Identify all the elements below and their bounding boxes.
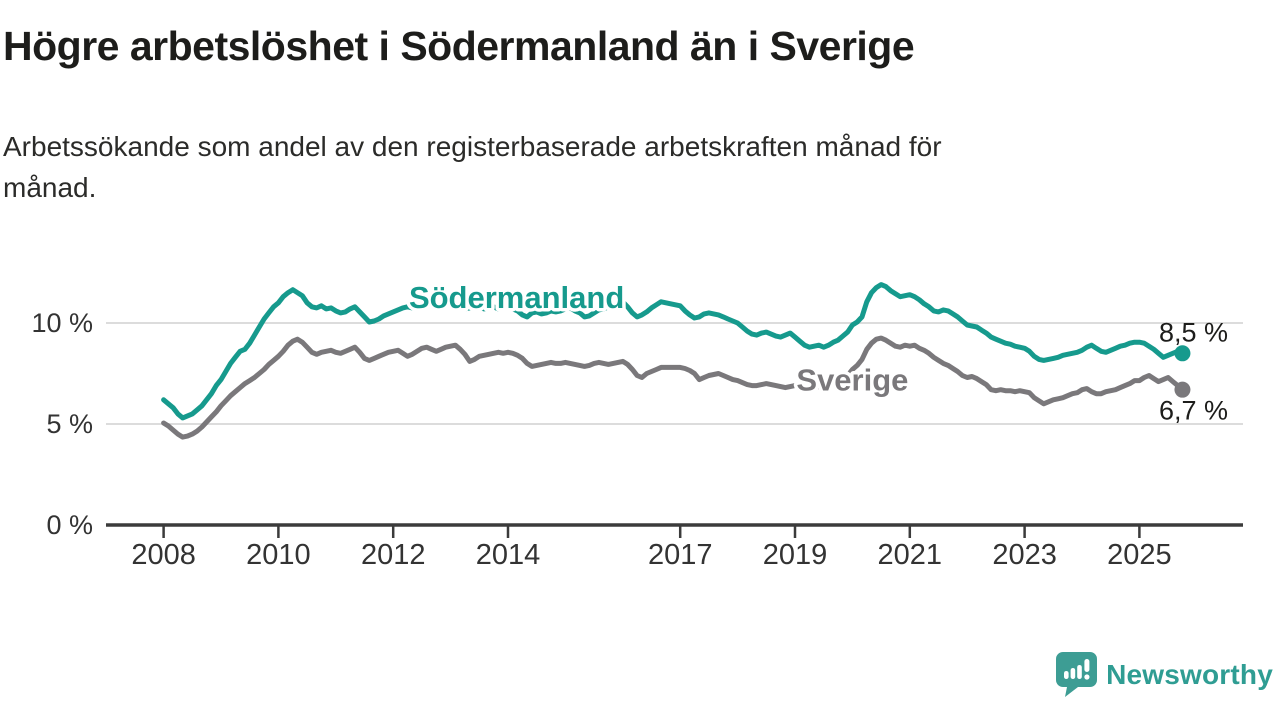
- x-tick-label: 2021: [878, 539, 943, 571]
- y-tick-label: 10 %: [31, 308, 93, 338]
- series-line-sdermanland: [161, 282, 1185, 421]
- newsworthy-logo-icon: [1056, 652, 1098, 697]
- x-tick-label: 2008: [131, 539, 196, 571]
- x-tick-label: 2014: [476, 539, 541, 571]
- chart-subtitle-line-1: Arbetssökande som andel av den registerb…: [3, 131, 942, 162]
- series-end-dot-sverige: [1174, 381, 1191, 398]
- x-tick-label: 2025: [1107, 539, 1172, 571]
- x-tick-label: 2012: [361, 539, 426, 571]
- chart-subtitle: Arbetssökande som andel av den registerb…: [3, 126, 1223, 208]
- series-label-sdermanland: Södermanland: [409, 280, 624, 315]
- latest-value-label-sverige: 6,7 %: [1159, 396, 1228, 426]
- y-tick-label: 5 %: [46, 409, 93, 439]
- x-tick-label: 2017: [648, 539, 713, 571]
- x-tick-label: 2010: [246, 539, 311, 571]
- x-tick-label: 2023: [992, 539, 1057, 571]
- series-end-dot-sdermanland: [1174, 345, 1191, 362]
- x-tick-label: 2019: [763, 539, 828, 571]
- series-label-sverige: Sverige: [796, 363, 908, 398]
- chart-subtitle-line-2: månad.: [3, 172, 97, 203]
- newsworthy-logo: Newsworthy: [1056, 652, 1273, 697]
- chart-title: Högre arbetslöshet i Södermanland än i S…: [3, 23, 915, 69]
- latest-value-label-sdermanland: 8,5 %: [1159, 317, 1228, 347]
- series-line-sverige: [161, 335, 1185, 440]
- y-tick-label: 0 %: [46, 510, 93, 540]
- newsworthy-logo-text: Newsworthy: [1106, 658, 1273, 690]
